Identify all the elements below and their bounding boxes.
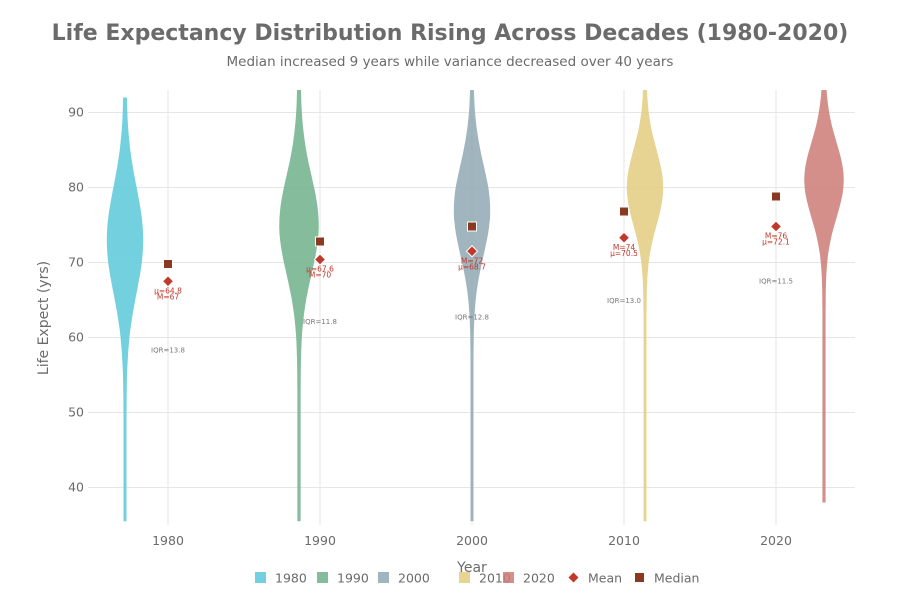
violin-2010 — [626, 90, 664, 522]
chart-subtitle: Median increased 9 years while variance … — [227, 54, 674, 70]
median-marker — [315, 236, 325, 247]
median-marker — [771, 191, 781, 202]
mean-marker — [769, 220, 783, 233]
legend-swatch-mean — [568, 572, 579, 583]
legend-swatch-1980 — [255, 572, 266, 583]
x-tick-label: 2010 — [608, 533, 640, 548]
stat-annotation: μ=68.7 — [458, 262, 486, 271]
markers — [161, 191, 783, 288]
median-marker — [619, 206, 629, 217]
stat-annotation: μ=67.6 — [306, 265, 334, 274]
stat-annotation: M=76 — [765, 232, 788, 241]
violin-2000 — [453, 90, 491, 522]
legend: 1980 1990 2000 2010 2020 Mean Median — [255, 571, 699, 586]
y-tick-label: 70 — [68, 255, 84, 270]
stat-annotation: μ=70.5 — [610, 249, 638, 258]
legend-label-mean: Mean — [588, 571, 622, 586]
legend-label-2020: 2020 — [523, 571, 555, 586]
median-marker — [467, 221, 477, 232]
mean-marker — [617, 231, 631, 244]
legend-label-2010: 2010 — [479, 571, 511, 586]
mean-marker — [161, 275, 175, 288]
y-tick-label: 50 — [68, 405, 84, 420]
legend-swatch-1990 — [317, 572, 328, 583]
x-tick-label: 1980 — [152, 533, 184, 548]
violin-1980 — [106, 97, 144, 522]
mean-marker — [313, 253, 327, 266]
mean-marker — [465, 245, 479, 258]
stat-annotation: M=67 — [157, 292, 180, 301]
iqr-annotation: IQR=13.8 — [151, 347, 185, 355]
stat-annotation: M=70 — [309, 271, 332, 280]
legend-swatch-2010 — [459, 572, 470, 583]
stat-annotation: μ=72.1 — [762, 238, 790, 247]
legend-label-median: Median — [654, 571, 699, 586]
legend-swatch-median — [635, 573, 644, 582]
legend-label-1980: 1980 — [275, 571, 307, 586]
iqr-annotation: IQR=11.8 — [303, 318, 337, 326]
y-tick-label: 80 — [68, 180, 84, 195]
legend-label-1990: 1990 — [337, 571, 369, 586]
x-tick-label: 2000 — [456, 533, 488, 548]
y-tick-label: 60 — [68, 330, 84, 345]
y-axis-label: Life Expect (yrs) — [36, 261, 52, 375]
y-tick-label: 40 — [68, 480, 84, 495]
median-marker — [163, 259, 173, 269]
y-tick-label: 90 — [68, 105, 84, 120]
legend-label-2000: 2000 — [398, 571, 430, 586]
chart-title: Life Expectancy Distribution Rising Acro… — [52, 21, 849, 46]
violin-1990 — [279, 90, 319, 522]
x-tick-label: 2020 — [760, 533, 792, 548]
legend-swatch-2020 — [503, 572, 514, 583]
stat-annotation: M=72 — [461, 256, 484, 265]
violin-2020 — [804, 90, 844, 503]
legend-swatch-2000 — [378, 572, 389, 583]
iqr-annotation: IQR=11.5 — [759, 278, 793, 286]
violins — [106, 90, 844, 522]
stat-annotation: μ=64.8 — [154, 286, 182, 295]
stat-annotation: M=74 — [613, 243, 636, 252]
iqr-annotation: IQR=12.8 — [455, 314, 489, 322]
iqr-annotation: IQR=13.0 — [607, 297, 641, 305]
x-tick-label: 1990 — [304, 533, 336, 548]
